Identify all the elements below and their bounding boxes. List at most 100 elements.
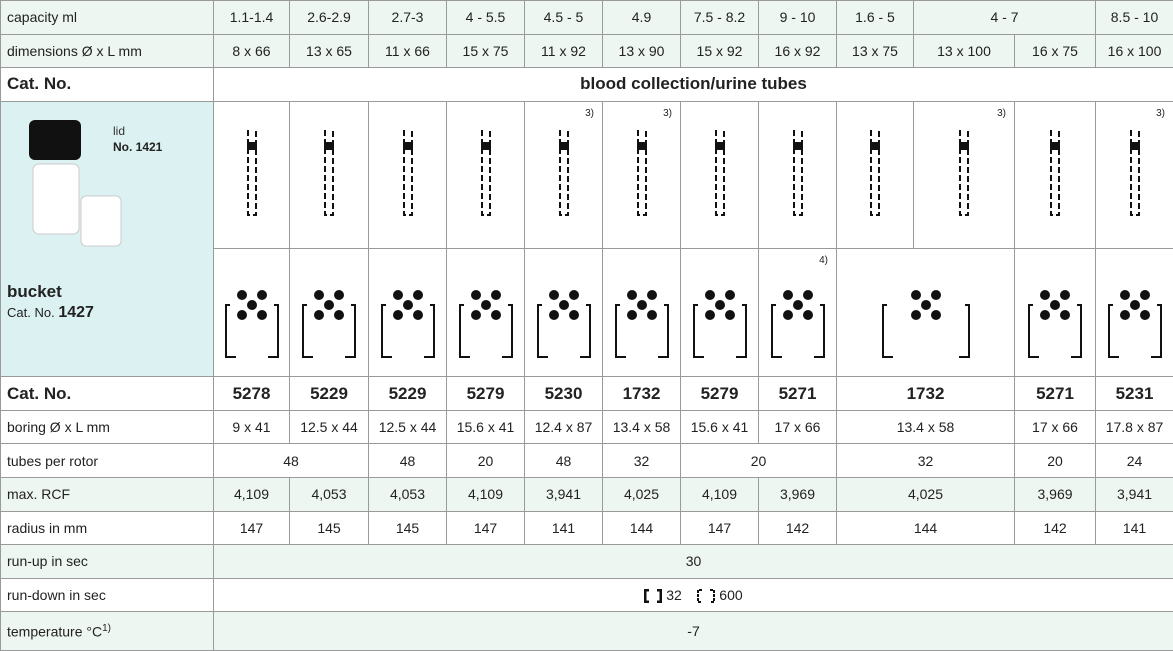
cell: 15 x 75 — [446, 33, 525, 69]
cell: 3,969 — [758, 477, 837, 512]
cell: 32 — [836, 443, 1015, 478]
cell: 9 - 10 — [758, 0, 837, 35]
run-down-value: 32 — [666, 586, 682, 603]
bucket-cell: lid No. 1421 bucket Cat. No. 1427 — [0, 100, 214, 378]
brake-icon — [644, 589, 663, 604]
adapter-image-cell — [602, 247, 681, 378]
adapter-holes — [548, 289, 579, 320]
footnote: 3) — [1156, 107, 1166, 119]
cell: 145 — [368, 510, 447, 546]
adapter-holes — [782, 289, 813, 320]
footnote: 3) — [997, 107, 1006, 119]
cell: 7.5 - 8.2 — [680, 0, 759, 35]
tube-outline — [792, 129, 803, 216]
cell: 13.4 x 58 — [602, 409, 681, 445]
adapter-outline — [614, 303, 669, 358]
cell: 142 — [758, 510, 837, 546]
row-label: dimensions Ø x L mm — [0, 33, 214, 69]
cell: 1.1-1.4 — [213, 0, 290, 35]
tube-image-cell: 3) — [524, 100, 603, 249]
tube-cap — [959, 141, 969, 150]
tube-outline — [959, 129, 969, 216]
cell: 4,109 — [446, 477, 525, 512]
cat-label: Cat. No. — [7, 304, 55, 320]
tube-cap — [714, 141, 725, 150]
tube-cap — [1050, 141, 1060, 150]
adapter-image-cell — [836, 247, 1015, 378]
tube-cap — [870, 141, 880, 150]
cell: 15 x 92 — [680, 33, 759, 69]
adapter-outline — [302, 303, 356, 358]
cell: 17 x 66 — [758, 409, 837, 445]
tube-outline — [324, 129, 334, 216]
footnote: 3) — [585, 107, 594, 119]
cell: 5279 — [680, 376, 759, 411]
cell: 4.5 - 5 — [524, 0, 603, 35]
cell: 4,053 — [368, 477, 447, 512]
cell: 142 — [1013, 510, 1097, 546]
adapter-drawing — [692, 289, 747, 358]
cell: 20 — [446, 443, 525, 478]
adapter-outline — [692, 303, 747, 358]
cell: 3,969 — [1013, 477, 1097, 512]
cell: 48 — [524, 443, 603, 478]
tube-image-cell: 3) — [913, 100, 1015, 249]
adapter-image-cell — [368, 247, 447, 378]
cell: 5229 — [368, 376, 447, 411]
adapter-holes — [1040, 289, 1070, 320]
adapter-holes — [236, 289, 267, 320]
adapter-image-cell — [446, 247, 525, 378]
bucket-cat: Cat. No. 1427 — [7, 304, 94, 322]
cell: 1.6 - 5 — [836, 0, 914, 35]
footnote: 1) — [102, 622, 111, 634]
tube-outline — [1050, 129, 1060, 216]
cell: 8.5 - 10 — [1095, 0, 1173, 35]
cell: 4,053 — [289, 477, 369, 512]
tube-image-cell — [758, 100, 837, 249]
cell: 5230 — [524, 376, 603, 411]
radius-row: radius in mm 147 145 145 147 141 144 147… — [0, 510, 1173, 546]
adapter-outline — [770, 303, 825, 358]
cell: 13 x 65 — [289, 33, 369, 69]
tube-outline — [246, 129, 257, 216]
cell: 145 — [289, 510, 369, 546]
cell: 16 x 100 — [1095, 33, 1173, 69]
tube-cap — [1129, 141, 1140, 150]
cell: 20 — [680, 443, 837, 478]
adapter-drawing — [458, 289, 513, 358]
cell: 5229 — [289, 376, 369, 411]
cell: 16 x 75 — [1013, 33, 1097, 69]
cell: 12.5 x 44 — [368, 409, 447, 445]
cell: 13 x 100 — [913, 33, 1015, 69]
tube-image-cell: 3) — [602, 100, 681, 249]
cell: 5271 — [758, 376, 837, 411]
cell: 3,941 — [524, 477, 603, 512]
adapter-holes — [704, 289, 735, 320]
cell: 24 — [1095, 443, 1173, 478]
cell: 5278 — [213, 376, 290, 411]
bucket-box: lid No. 1421 bucket Cat. No. 1427 — [2, 102, 213, 364]
row-label: Cat. No. — [0, 67, 214, 102]
cell: 17 x 66 — [1013, 409, 1097, 445]
tube-image-cell — [289, 100, 369, 249]
adapter-drawing — [614, 289, 669, 358]
cell: 1732 — [602, 376, 681, 411]
rcf-row: max. RCF 4,109 4,053 4,053 4,109 3,941 4… — [0, 477, 1173, 512]
cell: 2.7-3 — [368, 0, 447, 35]
tube-cap — [480, 141, 491, 150]
cell: 144 — [602, 510, 681, 546]
capacity-row: capacity ml 1.1-1.4 2.6-2.9 2.7-3 4 - 5.… — [0, 0, 1173, 35]
cell: 4 - 5.5 — [446, 0, 525, 35]
tube-drawing — [636, 129, 647, 216]
adapter-outline — [458, 303, 513, 358]
row-label: max. RCF — [0, 477, 214, 512]
tube-cap — [246, 141, 257, 150]
row-label: capacity ml — [0, 0, 214, 35]
adapter-image-cell — [524, 247, 603, 378]
tube-image-cell — [368, 100, 447, 249]
cell: 15.6 x 41 — [680, 409, 759, 445]
adapter-holes — [314, 289, 344, 320]
adapter-outline — [1028, 303, 1082, 358]
adapter-holes — [910, 289, 941, 320]
